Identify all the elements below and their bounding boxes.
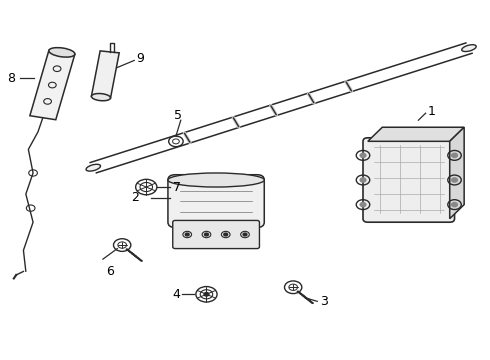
Text: 1: 1 xyxy=(428,105,436,118)
Ellipse shape xyxy=(462,45,476,51)
FancyBboxPatch shape xyxy=(173,220,259,248)
Text: 5: 5 xyxy=(174,108,182,122)
Text: 4: 4 xyxy=(172,288,180,301)
Circle shape xyxy=(243,233,247,236)
Text: 6: 6 xyxy=(106,265,114,278)
Circle shape xyxy=(452,178,457,182)
Circle shape xyxy=(204,293,209,296)
Text: 3: 3 xyxy=(319,295,327,308)
Ellipse shape xyxy=(168,173,264,187)
Text: 2: 2 xyxy=(131,191,139,204)
Bar xyxy=(30,50,75,120)
Circle shape xyxy=(185,233,189,236)
Text: 8: 8 xyxy=(7,72,15,85)
Text: 9: 9 xyxy=(137,52,145,65)
Polygon shape xyxy=(450,127,464,219)
Circle shape xyxy=(204,233,208,236)
Polygon shape xyxy=(368,127,464,141)
Circle shape xyxy=(224,233,228,236)
Circle shape xyxy=(452,153,457,157)
Text: 7: 7 xyxy=(173,180,181,194)
FancyBboxPatch shape xyxy=(168,175,264,228)
Ellipse shape xyxy=(49,48,75,57)
Ellipse shape xyxy=(86,164,100,171)
Circle shape xyxy=(360,178,366,182)
Circle shape xyxy=(360,203,366,207)
Bar xyxy=(92,51,119,98)
Circle shape xyxy=(360,153,366,157)
Circle shape xyxy=(452,203,457,207)
Ellipse shape xyxy=(92,94,111,101)
FancyBboxPatch shape xyxy=(363,138,455,222)
